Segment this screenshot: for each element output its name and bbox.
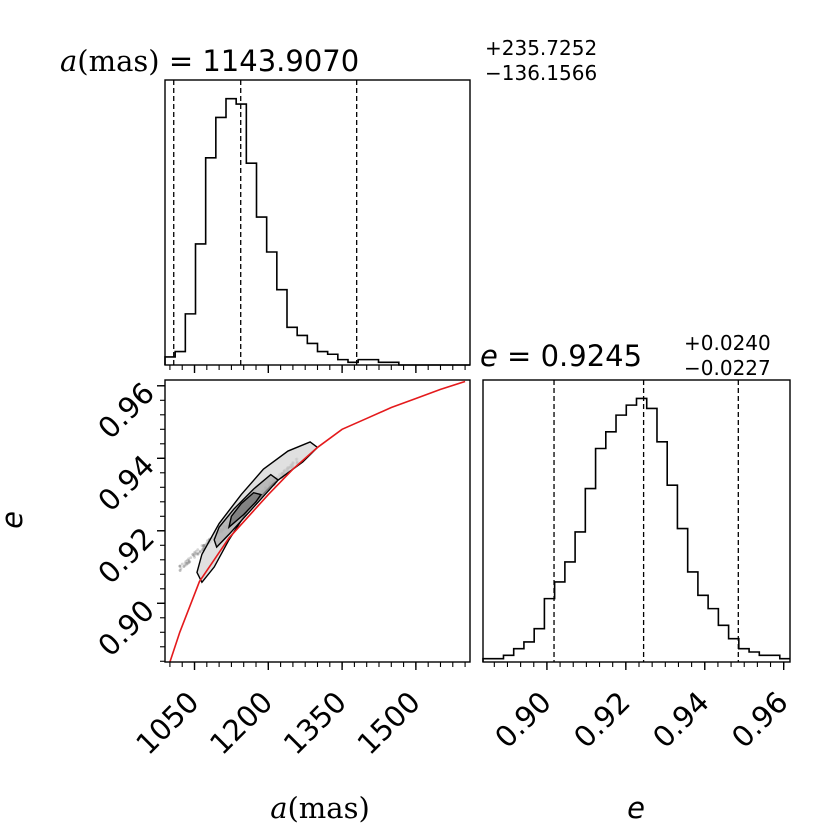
x-axis-label-a-var: a <box>270 791 287 825</box>
sample-point <box>201 544 205 548</box>
sample-point <box>186 562 189 565</box>
sample-point <box>191 553 195 557</box>
sample-point <box>186 558 189 562</box>
x-tick-label-a-2: 1350 <box>277 685 353 761</box>
sample-point <box>196 548 200 552</box>
sample-point <box>194 549 198 553</box>
axis-frame-a-e <box>164 379 471 663</box>
sample-point <box>185 561 189 565</box>
sample-point <box>187 559 191 562</box>
sample-point <box>203 543 206 547</box>
sample-point <box>195 552 198 556</box>
sample-point <box>189 556 193 560</box>
sample-point <box>184 563 188 567</box>
y-tick-label-e-2: 0.94 <box>91 448 161 518</box>
sample-point <box>179 567 183 571</box>
sample-point <box>196 552 200 556</box>
sample-point <box>183 561 187 565</box>
sample-point <box>192 554 196 558</box>
sample-point <box>198 550 202 554</box>
sample-point <box>178 565 182 568</box>
sample-point <box>178 569 182 573</box>
title-e-value: = 0.9245 <box>498 339 642 373</box>
sample-point <box>180 562 184 566</box>
sample-point <box>202 544 206 548</box>
title-a-minus: −136.1566 <box>485 61 597 85</box>
x-tick-label-a-3: 1500 <box>351 685 427 761</box>
x-tick-label-e-2: 0.94 <box>646 685 716 755</box>
title-e-plus: +0.0240 <box>684 331 771 355</box>
sample-point <box>187 557 191 561</box>
x-tick-label-a-1: 1200 <box>203 685 279 761</box>
x-tick-label-a-0: 1050 <box>129 685 205 761</box>
sample-point <box>196 551 200 555</box>
x-axis-label-a-unit: (mas) <box>287 791 369 825</box>
sample-point <box>201 546 205 550</box>
contour-inner <box>227 491 263 530</box>
sample-point <box>182 564 186 568</box>
title-e-minus: −0.0227 <box>684 356 771 380</box>
sample-point <box>188 560 192 564</box>
sample-point <box>178 564 182 568</box>
y-tick-label-e-0: 0.90 <box>91 593 161 663</box>
sample-point <box>193 551 197 555</box>
sample-point <box>193 555 196 559</box>
axis-frame-e <box>482 379 791 663</box>
sample-point <box>202 543 206 547</box>
sample-point <box>185 561 189 565</box>
histogram-panel-a <box>164 79 471 373</box>
sample-point <box>198 549 202 553</box>
sample-point <box>203 544 206 547</box>
sample-point <box>178 564 182 568</box>
sample-point <box>196 552 200 556</box>
sample-point <box>201 548 204 552</box>
sample-point <box>187 561 191 565</box>
model-curve <box>169 380 466 663</box>
sample-point <box>206 539 209 543</box>
sample-point <box>187 560 191 564</box>
x-tick-label-e-3: 0.96 <box>725 685 795 755</box>
y-tick-label-e-1: 0.92 <box>91 521 161 591</box>
sample-point <box>178 568 182 572</box>
title-a-unit: (mas) <box>77 44 159 78</box>
title-e-var: e <box>480 339 498 373</box>
sample-point <box>193 551 196 554</box>
title-a: a(mas) = 1143.9070 <box>60 44 359 78</box>
histogram-panel-e: 0.90 0.92 0.94 0.96 <box>482 379 795 755</box>
x-axis-label-e: e <box>627 791 645 825</box>
sample-point <box>183 563 187 567</box>
title-a-var: a <box>60 44 77 78</box>
title-e: e = 0.9245 <box>480 339 642 373</box>
sample-point <box>200 544 204 547</box>
sample-point <box>202 544 206 548</box>
y-axis-label-e: e <box>0 511 29 529</box>
y-tick-label-e-3: 0.96 <box>91 376 161 446</box>
sample-point <box>199 550 202 553</box>
histogram-step-e <box>482 397 790 662</box>
x-tick-label-e-1: 0.92 <box>567 685 637 755</box>
sample-point <box>191 552 195 556</box>
sample-point <box>184 559 188 563</box>
x-axis-label-a: a(mas) <box>270 791 370 825</box>
title-a-value: = 1143.9070 <box>160 44 360 78</box>
histogram-step-a <box>164 97 470 366</box>
axis-frame-a <box>164 79 471 366</box>
sample-point <box>187 560 191 563</box>
sample-point <box>192 553 196 557</box>
sample-point <box>182 565 186 569</box>
x-tick-label-e-0: 0.90 <box>488 685 558 755</box>
title-a-plus: +235.7252 <box>485 36 597 60</box>
